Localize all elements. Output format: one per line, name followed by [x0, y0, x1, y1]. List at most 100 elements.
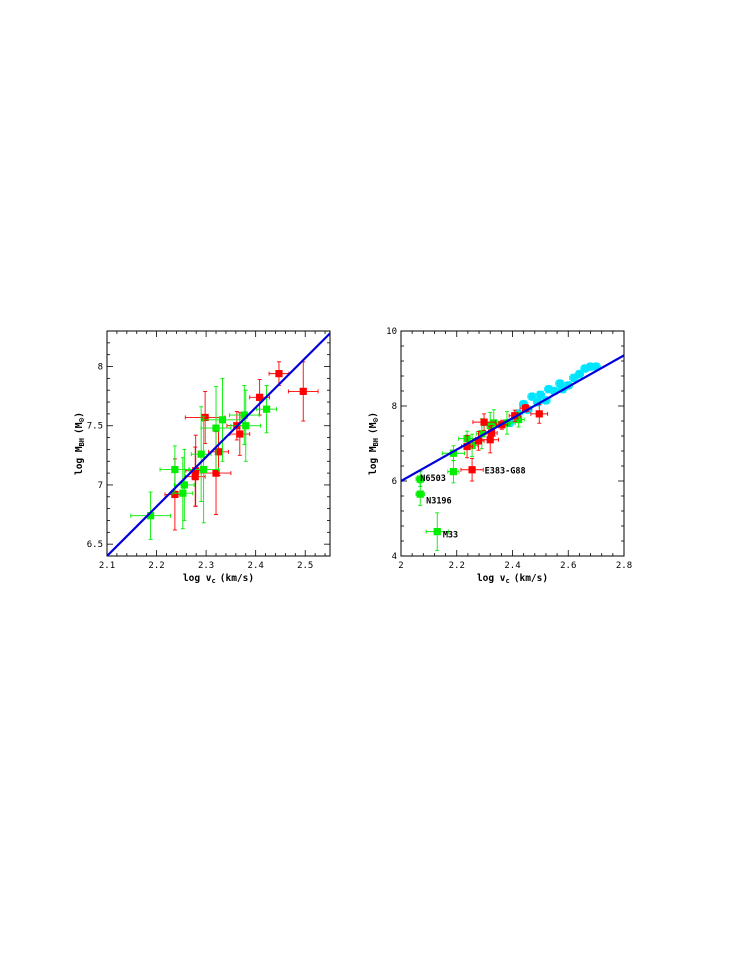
- data-marker: [191, 473, 199, 481]
- x-tick-label: 2.1: [99, 561, 115, 571]
- plot-area: [107, 332, 330, 556]
- data-point: [268, 361, 290, 386]
- y-axis-label-close: ): [368, 412, 379, 418]
- data-marker: [200, 465, 208, 474]
- data-point: [447, 459, 460, 484]
- data-marker: [180, 481, 188, 489]
- x-tick-label: 2.2: [148, 561, 164, 571]
- series-red: [164, 361, 319, 531]
- data-point: [229, 412, 251, 456]
- x-tick-label: 2.5: [297, 561, 313, 571]
- point-annotation: M33: [443, 530, 458, 540]
- fit-line: [107, 332, 330, 556]
- data-point: [287, 361, 319, 422]
- data-marker: [218, 416, 227, 424]
- data-point: [415, 482, 425, 506]
- data-point: [200, 386, 232, 471]
- x-axis-label-unit: (km/s): [514, 573, 548, 584]
- data-marker: [299, 387, 307, 395]
- x-tick-label: 2.3: [198, 561, 214, 571]
- x-axis-label: log vc (km/s): [183, 573, 254, 585]
- y-axis-label: log MBH (M⊙): [74, 412, 86, 475]
- data-point: [563, 381, 573, 390]
- data-point: [173, 448, 195, 521]
- data-marker: [449, 449, 458, 457]
- data-marker: [236, 430, 244, 438]
- x-axis-label-sub: c: [212, 577, 216, 585]
- x-axis-label: log vc (km/s): [477, 573, 548, 585]
- data-marker: [535, 410, 543, 418]
- data-marker: [581, 364, 589, 373]
- data-marker: [570, 374, 578, 382]
- data-marker: [212, 469, 220, 477]
- y-axis-label-sun-symbol: ⊙: [371, 418, 380, 423]
- data-marker: [416, 490, 424, 498]
- data-marker: [240, 411, 248, 419]
- y-tick-label: 6: [392, 477, 397, 487]
- data-point: [188, 415, 219, 524]
- data-marker: [197, 450, 205, 458]
- y-axis-label-sub: BH: [78, 438, 86, 446]
- x-tick-label: 2.4: [248, 561, 264, 571]
- x-axis-label-unit: (km/s): [220, 573, 254, 584]
- data-marker: [486, 436, 494, 444]
- data-marker: [275, 370, 283, 378]
- data-marker: [478, 430, 486, 438]
- data-marker: [528, 393, 536, 401]
- data-marker: [545, 385, 553, 393]
- x-tick-label: 2.2: [449, 561, 465, 571]
- data-marker: [564, 381, 572, 389]
- data-point: [425, 512, 449, 551]
- data-marker: [556, 379, 564, 388]
- data-marker: [256, 393, 264, 401]
- point-annotation: N6503: [420, 474, 446, 484]
- x-axis-label-main: log v: [183, 573, 212, 584]
- y-tick-label: 4: [392, 552, 397, 562]
- data-marker: [575, 370, 583, 378]
- data-marker: [192, 467, 200, 475]
- series-green: [130, 377, 277, 540]
- y-tick-label: 10: [386, 327, 397, 337]
- y-axis-label: log MBH (M⊙): [368, 412, 380, 475]
- data-marker: [433, 528, 441, 536]
- data-point: [130, 491, 171, 540]
- data-point: [441, 445, 466, 462]
- data-marker: [212, 424, 220, 432]
- data-marker: [179, 489, 187, 497]
- data-marker: [201, 413, 209, 422]
- data-marker: [468, 441, 476, 449]
- data-marker: [515, 415, 523, 424]
- data-marker: [242, 422, 250, 430]
- data-marker: [147, 512, 155, 520]
- data-point: [256, 385, 277, 434]
- data-marker: [474, 437, 483, 445]
- y-axis-label-sun-symbol: ⊙: [77, 418, 86, 423]
- y-tick-label: 6.5: [87, 540, 103, 550]
- plot-area: [401, 354, 624, 551]
- data-point: [159, 445, 191, 494]
- series-green: [415, 409, 525, 551]
- y-tick-label: 8: [392, 402, 397, 412]
- data-point: [190, 406, 212, 502]
- data-marker: [490, 419, 498, 427]
- point-annotation: N3196: [426, 497, 452, 507]
- data-marker: [536, 391, 544, 399]
- x-tick-label: 2.6: [560, 561, 576, 571]
- data-marker: [480, 418, 488, 426]
- data-point: [230, 389, 262, 462]
- data-marker: [449, 468, 458, 476]
- plot-frame: [106, 330, 331, 557]
- data-point: [202, 377, 243, 462]
- data-point: [172, 457, 194, 530]
- data-marker: [171, 490, 179, 499]
- data-marker: [522, 404, 530, 412]
- data-point: [472, 413, 496, 431]
- right-panel: 2 2.2 2.4 2.6 2.8 4 6 8 10 log vc (km/s) log MBH (M⊙…: [368, 327, 632, 585]
- x-axis-label-main: log v: [477, 573, 506, 584]
- y-axis-label-main: log M: [74, 446, 85, 475]
- y-axis-label-unit: (M: [368, 422, 379, 434]
- point-annotation: E383-G88: [485, 467, 526, 477]
- x-tick-label: 2.8: [616, 561, 632, 571]
- data-marker: [171, 465, 179, 474]
